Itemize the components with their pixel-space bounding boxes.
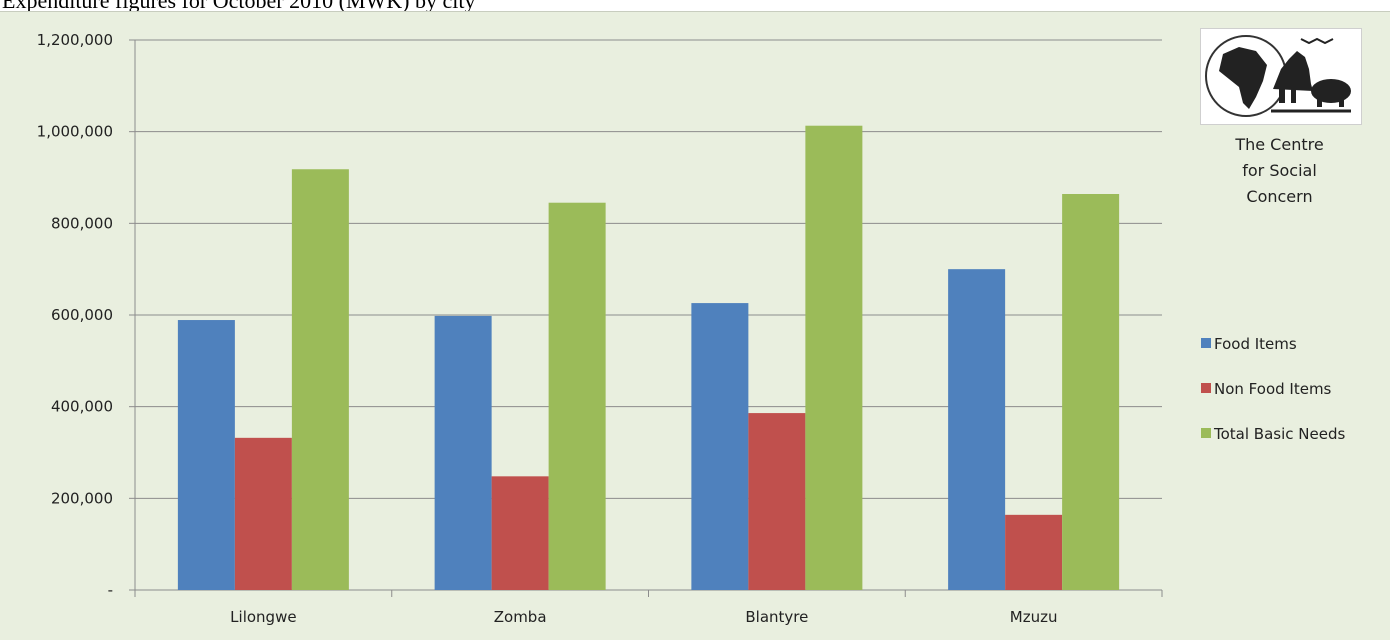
chart-caption: Expenditure figures for October 2010 (MW… bbox=[2, 0, 476, 13]
legend-label: Total Basic Needs bbox=[1213, 425, 1345, 443]
bar-total-basic-needs-mzuzu bbox=[1062, 194, 1120, 590]
bar-total-basic-needs-lilongwe bbox=[291, 169, 349, 590]
x-category-label: Mzuzu bbox=[1010, 608, 1058, 626]
chart-area: - 200,000 400,000 600,000 800,000 1,000,000 1,… bbox=[0, 11, 1390, 640]
organization-name-line-1: The Centre bbox=[1235, 135, 1324, 154]
organization-name: The Centre for Social Concern bbox=[1207, 132, 1352, 210]
bar-food-items-blantyre bbox=[691, 303, 749, 590]
bar-food-items-mzuzu bbox=[948, 269, 1006, 590]
legend-label: Non Food Items bbox=[1214, 380, 1332, 398]
y-tick-label: 600,000 bbox=[51, 306, 113, 324]
africa-globe-logo-icon bbox=[1205, 35, 1351, 117]
bar-non-food-items-mzuzu bbox=[1005, 514, 1063, 590]
organization-name-line-2: for Social bbox=[1242, 161, 1317, 180]
legend-swatch bbox=[1201, 428, 1211, 438]
legend-label: Food Items bbox=[1214, 335, 1297, 353]
organization-name-line-3: Concern bbox=[1246, 187, 1313, 206]
bar-food-items-zomba bbox=[434, 315, 492, 590]
bar-non-food-items-zomba bbox=[491, 476, 549, 590]
legend-swatch bbox=[1201, 338, 1211, 348]
bar-total-basic-needs-zomba bbox=[548, 202, 606, 591]
y-tick-label: 800,000 bbox=[51, 214, 113, 232]
bar-chart: - 200,000 400,000 600,000 800,000 1,000,000 1,… bbox=[37, 31, 1346, 626]
y-tick-label: 1,200,000 bbox=[37, 31, 113, 49]
y-tick-label: - bbox=[108, 581, 113, 599]
bar-non-food-items-blantyre bbox=[748, 413, 806, 590]
organization-logo bbox=[1200, 28, 1362, 125]
bar-total-basic-needs-blantyre bbox=[805, 125, 863, 590]
x-category-label: Blantyre bbox=[745, 608, 808, 626]
y-tick-label: 200,000 bbox=[51, 489, 113, 507]
bar-non-food-items-lilongwe bbox=[234, 437, 292, 590]
y-tick-label: 1,000,000 bbox=[37, 123, 113, 141]
bar-food-items-lilongwe bbox=[177, 320, 235, 590]
x-category-label: Zomba bbox=[494, 608, 547, 626]
legend-swatch bbox=[1201, 383, 1211, 393]
x-category-label: Lilongwe bbox=[230, 608, 296, 626]
y-tick-label: 400,000 bbox=[51, 398, 113, 416]
